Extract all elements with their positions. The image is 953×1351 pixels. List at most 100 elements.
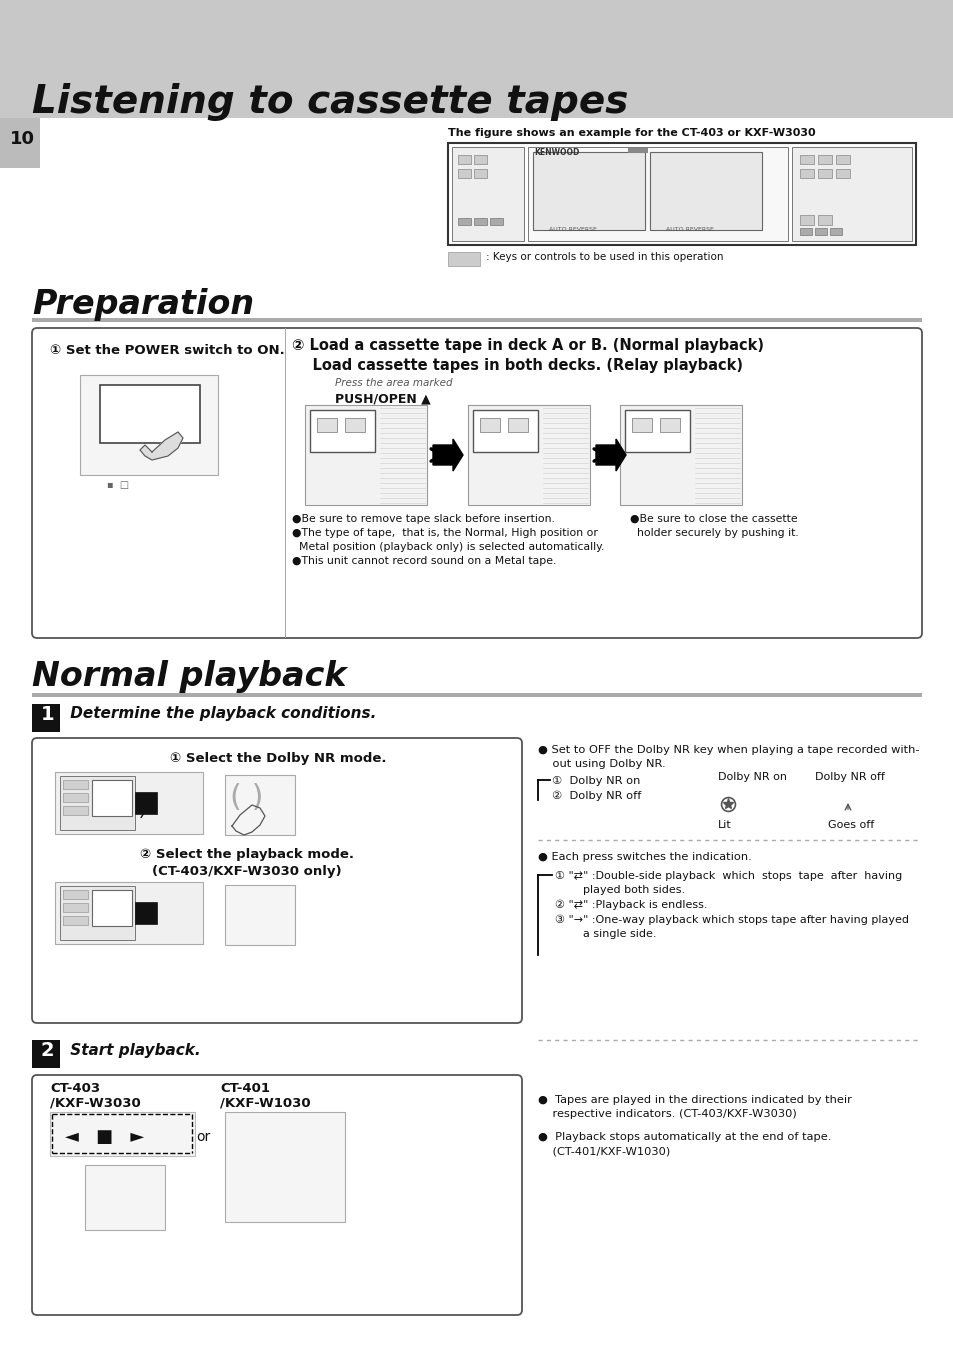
Bar — [80, 376, 218, 476]
Bar — [631, 417, 651, 432]
Text: (CT-401/KXF-W1030): (CT-401/KXF-W1030) — [537, 1146, 670, 1156]
Bar — [507, 417, 527, 432]
Text: ①  Dolby NR on: ① Dolby NR on — [552, 775, 639, 786]
Bar — [135, 902, 157, 924]
Bar — [310, 409, 375, 453]
Bar — [659, 417, 679, 432]
Bar — [448, 143, 915, 245]
Text: a single side.: a single side. — [555, 929, 656, 939]
Bar — [32, 317, 921, 322]
Text: AUTO REVERSE: AUTO REVERSE — [665, 227, 713, 232]
Bar — [91, 890, 132, 925]
Text: ② Select the playback mode.: ② Select the playback mode. — [140, 848, 354, 861]
Polygon shape — [433, 439, 462, 471]
Bar — [305, 405, 427, 505]
Text: Metal position (playback only) is selected automatically.: Metal position (playback only) is select… — [292, 542, 604, 553]
Bar — [448, 253, 479, 266]
Text: ① "⇄" :Double-side playback  which  stops  tape  after  having: ① "⇄" :Double-side playback which stops … — [555, 871, 902, 881]
Bar — [624, 409, 689, 453]
Text: holder securely by pushing it.: holder securely by pushing it. — [629, 528, 798, 538]
Bar — [225, 885, 294, 944]
Bar — [527, 147, 787, 240]
Bar — [100, 385, 200, 443]
Polygon shape — [596, 439, 625, 471]
Bar — [63, 793, 88, 802]
Text: ●  Playback stops automatically at the end of tape.: ● Playback stops automatically at the en… — [537, 1132, 830, 1142]
Bar — [829, 228, 841, 235]
Text: ●Be sure to remove tape slack before insertion.: ●Be sure to remove tape slack before ins… — [292, 513, 555, 524]
Bar — [479, 417, 499, 432]
Bar — [225, 775, 294, 835]
Text: ● Each press switches the indication.: ● Each press switches the indication. — [537, 852, 751, 862]
Bar — [452, 147, 523, 240]
Bar — [457, 155, 471, 163]
Bar — [627, 149, 647, 153]
Bar — [55, 882, 203, 944]
Text: PUSH/OPEN ▲: PUSH/OPEN ▲ — [335, 392, 431, 405]
Polygon shape — [140, 432, 183, 459]
Text: ●  Tapes are played in the directions indicated by their: ● Tapes are played in the directions ind… — [537, 1096, 851, 1105]
Text: ● Set to OFF the Dolby NR key when playing a tape recorded with-: ● Set to OFF the Dolby NR key when playi… — [537, 744, 919, 755]
Bar — [473, 409, 537, 453]
Bar — [649, 153, 761, 230]
Text: played both sides.: played both sides. — [555, 885, 684, 894]
Text: ◄   ■   ►: ◄ ■ ► — [65, 1128, 144, 1146]
Text: ② "⇄" :Playback is endless.: ② "⇄" :Playback is endless. — [555, 900, 707, 911]
Text: Dolby NR off: Dolby NR off — [814, 771, 884, 782]
Bar — [814, 228, 826, 235]
Bar — [533, 153, 644, 230]
Bar — [457, 218, 471, 226]
Text: AUTO REVERSE: AUTO REVERSE — [548, 227, 597, 232]
Bar — [91, 780, 132, 816]
Text: 1: 1 — [41, 705, 54, 724]
Text: KENWOOD: KENWOOD — [534, 149, 578, 157]
Bar — [225, 1112, 345, 1223]
Bar — [135, 792, 157, 815]
Bar — [32, 704, 60, 732]
Text: 2: 2 — [41, 1042, 54, 1061]
Bar — [63, 780, 88, 789]
Bar — [63, 916, 88, 925]
Text: The figure shows an example for the CT-403 or KXF-W3030: The figure shows an example for the CT-4… — [448, 128, 815, 138]
Bar — [60, 775, 135, 830]
Text: Normal playback: Normal playback — [32, 661, 346, 693]
Text: Preparation: Preparation — [32, 288, 253, 322]
Bar — [817, 215, 831, 226]
Bar — [345, 417, 365, 432]
Bar — [817, 155, 831, 163]
Text: ●This unit cannot record sound on a Metal tape.: ●This unit cannot record sound on a Meta… — [292, 557, 556, 566]
Bar — [32, 693, 921, 697]
Text: Dolby NR on: Dolby NR on — [718, 771, 786, 782]
Bar — [457, 169, 471, 178]
Bar — [63, 902, 88, 912]
Bar — [32, 1040, 60, 1069]
Text: Press the area marked: Press the area marked — [335, 378, 452, 388]
Text: 10: 10 — [10, 130, 35, 149]
Bar — [817, 169, 831, 178]
Bar — [800, 155, 813, 163]
Bar — [800, 169, 813, 178]
Text: (CT-403/KXF-W3030 only): (CT-403/KXF-W3030 only) — [152, 865, 341, 878]
FancyBboxPatch shape — [32, 1075, 521, 1315]
Bar — [285, 328, 286, 638]
Bar — [55, 771, 203, 834]
Bar — [835, 169, 849, 178]
Bar — [474, 218, 486, 226]
Text: ▪  □: ▪ □ — [107, 480, 129, 490]
Text: Lit: Lit — [718, 820, 731, 830]
Bar — [85, 1165, 165, 1229]
Text: CT-401
/KXF-W1030: CT-401 /KXF-W1030 — [220, 1082, 311, 1111]
Text: Determine the playback conditions.: Determine the playback conditions. — [65, 707, 376, 721]
Bar — [791, 147, 911, 240]
Bar — [619, 405, 741, 505]
Bar — [800, 215, 813, 226]
Text: respective indicators. (CT-403/KXF-W3030): respective indicators. (CT-403/KXF-W3030… — [537, 1109, 796, 1119]
Bar — [800, 228, 811, 235]
Text: ●The type of tape,  that is, the Normal, High position or: ●The type of tape, that is, the Normal, … — [292, 528, 598, 538]
Text: or: or — [195, 1129, 210, 1144]
Bar — [63, 807, 88, 815]
Text: ③ "→" :One-way playback which stops tape after having played: ③ "→" :One-way playback which stops tape… — [555, 915, 908, 925]
Text: out using Dolby NR.: out using Dolby NR. — [537, 759, 665, 769]
FancyBboxPatch shape — [32, 328, 921, 638]
Text: Listening to cassette tapes: Listening to cassette tapes — [32, 82, 628, 122]
